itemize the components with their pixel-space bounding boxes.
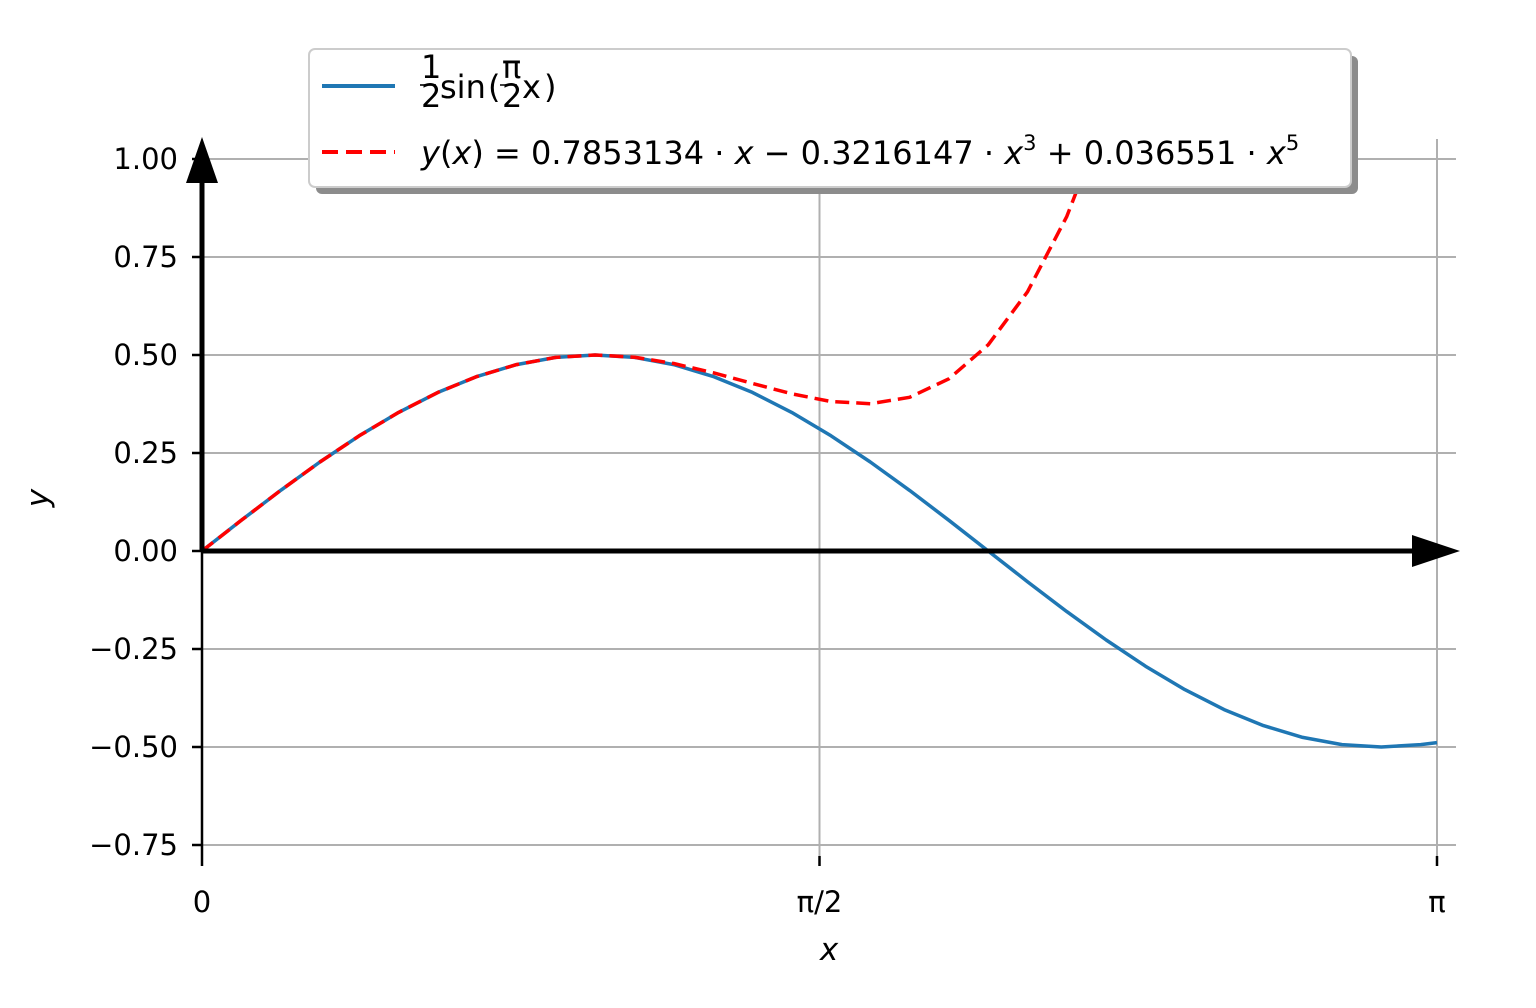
legend-fraction-pi-den: 2	[502, 77, 522, 115]
legend-entry-sine: 1 2 sin ( π 2 x )	[420, 48, 556, 115]
y-axis-label: y	[20, 488, 56, 508]
y-tick-label-5: −0.25	[89, 632, 178, 666]
x-tick-label-2: π	[1428, 885, 1445, 919]
series-layer	[202, 120, 1438, 749]
legend-paren-open: (	[488, 68, 500, 106]
legend: 1 2 sin ( π 2 x ) y(x) = 0.7853134 · x −…	[308, 48, 1358, 194]
y-tick-label-3: 0.25	[113, 436, 178, 470]
legend-paren-close: )	[544, 68, 556, 106]
y-tick-label-4: 0.00	[113, 534, 178, 568]
axes	[186, 137, 1460, 856]
y-tick-label-0: 1.00	[113, 142, 178, 176]
x-axis-label: x	[819, 932, 839, 968]
y-tick-label-6: −0.50	[89, 730, 178, 764]
ticks: 1.00 0.75 0.50 0.25 0.00 −0.25 −0.50 −0.75 0 π/2 π	[89, 142, 1446, 919]
legend-fraction-pi-num: π	[502, 48, 521, 86]
grid	[201, 139, 1456, 856]
legend-box	[308, 48, 1352, 188]
legend-entry-poly: y(x) = 0.7853134 · x − 0.3216147 · x3 + …	[420, 131, 1299, 172]
y-tick-label-7: −0.75	[89, 828, 178, 862]
y-tick-label-1: 0.75	[113, 240, 178, 274]
legend-fraction-half-num: 1	[421, 48, 441, 86]
legend-sin-text: sin	[440, 68, 486, 106]
y-tick-label-2: 0.50	[113, 338, 178, 372]
legend-x-text: x	[522, 68, 541, 106]
x-axis-arrowhead	[1412, 535, 1460, 567]
x-tick-label-0: 0	[193, 885, 211, 919]
x-tick-label-1: π/2	[797, 885, 843, 919]
legend-fraction-half-den: 2	[421, 77, 441, 115]
